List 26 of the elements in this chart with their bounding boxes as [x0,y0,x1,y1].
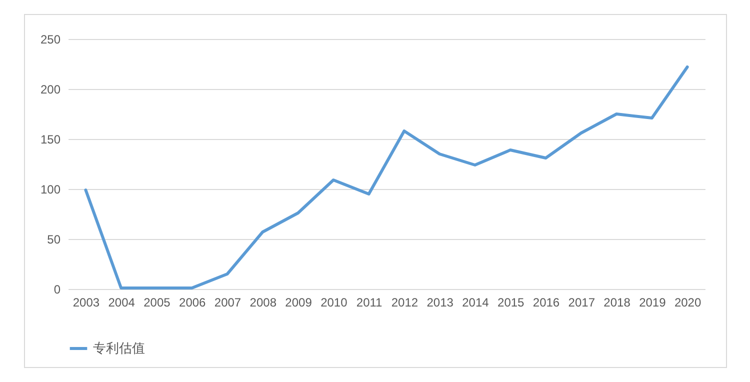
y-tick-label: 0 [54,282,61,296]
x-tick-label: 2020 [674,296,702,310]
y-tick-label: 250 [40,32,61,46]
x-tick-label: 2011 [356,296,383,310]
y-tick-label: 100 [40,182,61,196]
x-tick-label: 2009 [285,296,312,310]
x-tick-label: 2016 [532,296,560,310]
x-tick-label: 2018 [604,296,631,310]
x-tick-label: 2017 [568,296,596,310]
x-tick-label: 2004 [108,296,136,310]
x-tick-label: 2012 [391,296,418,310]
x-tick-label: 2019 [639,296,666,310]
legend-label: 专利估值 [93,340,145,356]
x-tick-label: 2003 [72,296,100,310]
x-tick-label: 2013 [426,296,454,310]
x-tick-label: 2015 [498,296,525,310]
x-tick-label: 2006 [179,296,206,310]
x-tick-label: 2014 [462,296,490,310]
y-tick-label: 150 [40,132,61,146]
x-tick-label: 2010 [320,296,348,310]
line-series [84,66,689,290]
x-tick-label: 2005 [144,296,171,310]
y-tick-label: 50 [47,232,61,246]
x-tick-label: 2008 [250,296,277,310]
x-tick-label: 2007 [214,296,242,310]
y-tick-label: 200 [40,82,61,96]
